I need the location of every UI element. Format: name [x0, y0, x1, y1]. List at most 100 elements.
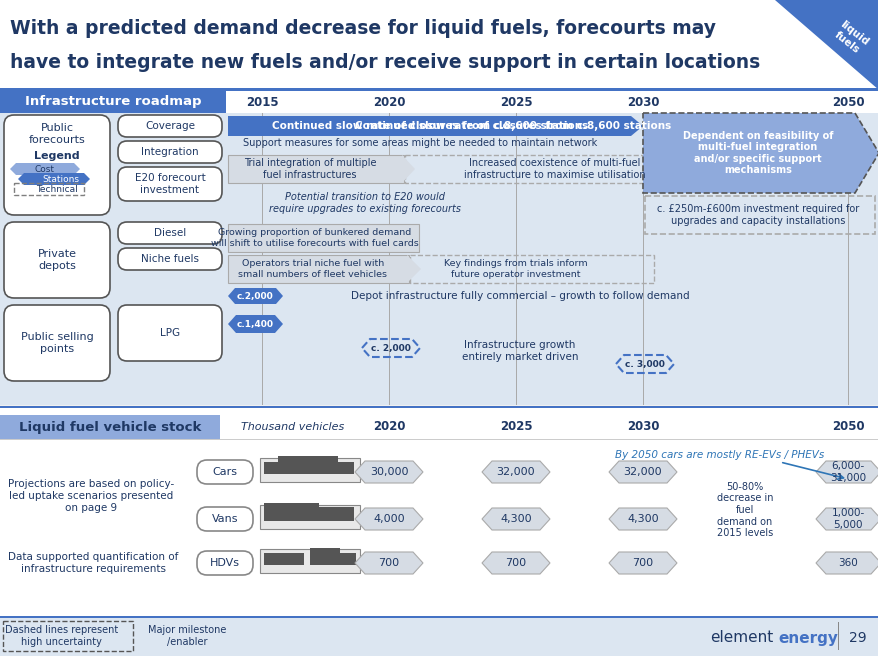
Text: Stations: Stations	[42, 174, 79, 184]
FancyBboxPatch shape	[227, 155, 404, 183]
FancyBboxPatch shape	[0, 618, 878, 656]
Text: Infrastructure growth
entirely market driven: Infrastructure growth entirely market dr…	[461, 340, 578, 362]
Polygon shape	[608, 461, 676, 483]
Text: Dependent on feasibility of
multi-fuel integration
and/or specific support
mecha: Dependent on feasibility of multi-fuel i…	[682, 131, 832, 175]
Text: Major milestone
/enabler: Major milestone /enabler	[148, 625, 227, 647]
Text: 700: 700	[505, 558, 526, 568]
Text: Legend: Legend	[34, 151, 80, 161]
FancyBboxPatch shape	[0, 91, 878, 405]
Text: 4,000: 4,000	[373, 514, 405, 524]
Text: By 2050 cars are mostly RE-EVs / PHEVs: By 2050 cars are mostly RE-EVs / PHEVs	[615, 450, 824, 460]
FancyBboxPatch shape	[227, 255, 408, 283]
FancyBboxPatch shape	[260, 505, 360, 529]
Polygon shape	[355, 552, 422, 574]
Text: 360: 360	[837, 558, 857, 568]
Text: 700: 700	[378, 558, 399, 568]
Polygon shape	[815, 508, 878, 530]
FancyBboxPatch shape	[0, 88, 878, 91]
Text: 2050: 2050	[831, 96, 863, 108]
Text: energy: energy	[777, 630, 837, 646]
FancyBboxPatch shape	[118, 115, 222, 137]
Polygon shape	[227, 288, 283, 304]
Text: 30,000: 30,000	[370, 467, 407, 477]
FancyBboxPatch shape	[277, 456, 338, 464]
Text: 2025: 2025	[499, 420, 532, 434]
Text: Potential transition to E20 would
require upgrades to existing forecourts: Potential transition to E20 would requir…	[269, 192, 460, 214]
FancyBboxPatch shape	[0, 616, 878, 618]
Text: 6,000-
31,000: 6,000- 31,000	[829, 461, 865, 483]
Text: 2020: 2020	[372, 420, 405, 434]
FancyBboxPatch shape	[260, 458, 360, 482]
Text: Depot infrastructure fully commercial – growth to follow demand: Depot infrastructure fully commercial – …	[350, 291, 688, 301]
FancyBboxPatch shape	[263, 507, 354, 521]
Text: 32,000: 32,000	[496, 467, 535, 477]
FancyBboxPatch shape	[0, 406, 878, 616]
FancyBboxPatch shape	[4, 305, 110, 381]
Text: Operators trial niche fuel with
small numbers of fleet vehicles: Operators trial niche fuel with small nu…	[238, 259, 387, 279]
Polygon shape	[481, 461, 550, 483]
FancyBboxPatch shape	[310, 548, 340, 555]
Text: 2050: 2050	[831, 420, 863, 434]
Text: Public selling
points: Public selling points	[20, 332, 93, 354]
Text: Growing proportion of bunkered demand
will shift to utilise forecourts with fuel: Growing proportion of bunkered demand wi…	[211, 228, 419, 248]
Polygon shape	[815, 461, 878, 483]
Text: 2020: 2020	[372, 96, 405, 108]
Text: Liquid fuel vehicle stock: Liquid fuel vehicle stock	[18, 420, 201, 434]
Text: c. 2,000: c. 2,000	[371, 344, 411, 352]
Polygon shape	[227, 116, 643, 136]
Text: Cost: Cost	[35, 165, 55, 173]
Text: have to integrate new fuels and/or receive support in certain locations: have to integrate new fuels and/or recei…	[10, 54, 759, 73]
Text: Vans: Vans	[212, 514, 238, 524]
Polygon shape	[608, 552, 676, 574]
Text: HDVs: HDVs	[210, 558, 240, 568]
FancyBboxPatch shape	[118, 305, 222, 361]
FancyBboxPatch shape	[4, 115, 110, 215]
Text: Diesel: Diesel	[154, 228, 186, 238]
FancyBboxPatch shape	[837, 622, 838, 650]
FancyBboxPatch shape	[0, 415, 220, 439]
Text: 50-80%
decrease in
fuel
demand on
2015 levels: 50-80% decrease in fuel demand on 2015 l…	[716, 482, 773, 538]
FancyBboxPatch shape	[226, 91, 878, 113]
Polygon shape	[815, 552, 878, 574]
Text: Infrastructure roadmap: Infrastructure roadmap	[25, 96, 201, 108]
Text: 4,300: 4,300	[500, 514, 531, 524]
Text: Increased coexistence of multi-fuel
infrastructure to maximise utilisation: Increased coexistence of multi-fuel infr…	[464, 158, 645, 180]
Text: c.1,400: c.1,400	[236, 319, 273, 329]
Text: c. 3,000: c. 3,000	[624, 359, 664, 369]
FancyBboxPatch shape	[118, 248, 222, 270]
Text: Cars: Cars	[212, 467, 237, 477]
FancyBboxPatch shape	[389, 113, 390, 405]
Text: Technical: Technical	[36, 184, 77, 194]
Text: liquid
fuels: liquid fuels	[831, 19, 870, 57]
Polygon shape	[10, 163, 80, 175]
Polygon shape	[401, 155, 414, 183]
Text: LPG: LPG	[160, 328, 180, 338]
Text: 32,000: 32,000	[623, 467, 661, 477]
Text: 700: 700	[631, 558, 653, 568]
Text: 2015: 2015	[246, 96, 278, 108]
FancyBboxPatch shape	[197, 460, 253, 484]
FancyBboxPatch shape	[0, 0, 878, 90]
FancyBboxPatch shape	[643, 113, 644, 405]
Polygon shape	[643, 113, 878, 193]
FancyBboxPatch shape	[0, 91, 226, 113]
Text: 4,300: 4,300	[627, 514, 658, 524]
Polygon shape	[18, 173, 90, 185]
Text: forecourts: forecourts	[29, 135, 85, 145]
FancyBboxPatch shape	[227, 224, 419, 252]
Text: Data supported quantification of
infrastructure requirements: Data supported quantification of infrast…	[8, 552, 178, 574]
FancyBboxPatch shape	[310, 553, 356, 565]
Text: c. £250m-£600m investment required for
upgrades and capacity installations: c. £250m-£600m investment required for u…	[656, 204, 858, 226]
Text: Projections are based on policy-
led uptake scenarios presented
on page 9: Projections are based on policy- led upt…	[8, 480, 174, 512]
Polygon shape	[774, 0, 878, 90]
Text: c.2,000: c.2,000	[236, 291, 273, 300]
Text: 2030: 2030	[626, 420, 658, 434]
Text: Niche fuels: Niche fuels	[140, 254, 198, 264]
Text: 1,000-
5,000: 1,000- 5,000	[831, 508, 864, 530]
Text: With a predicted demand decrease for liquid fuels, forecourts may: With a predicted demand decrease for liq…	[10, 18, 716, 37]
FancyBboxPatch shape	[0, 406, 878, 408]
FancyBboxPatch shape	[263, 553, 304, 565]
FancyBboxPatch shape	[263, 462, 354, 474]
Text: Continued slow rate of closures from c.8,600 stations: Continued slow rate of closures from c.8…	[271, 121, 587, 131]
Text: Trial integration of multiple
fuel infrastructures: Trial integration of multiple fuel infra…	[243, 158, 376, 180]
